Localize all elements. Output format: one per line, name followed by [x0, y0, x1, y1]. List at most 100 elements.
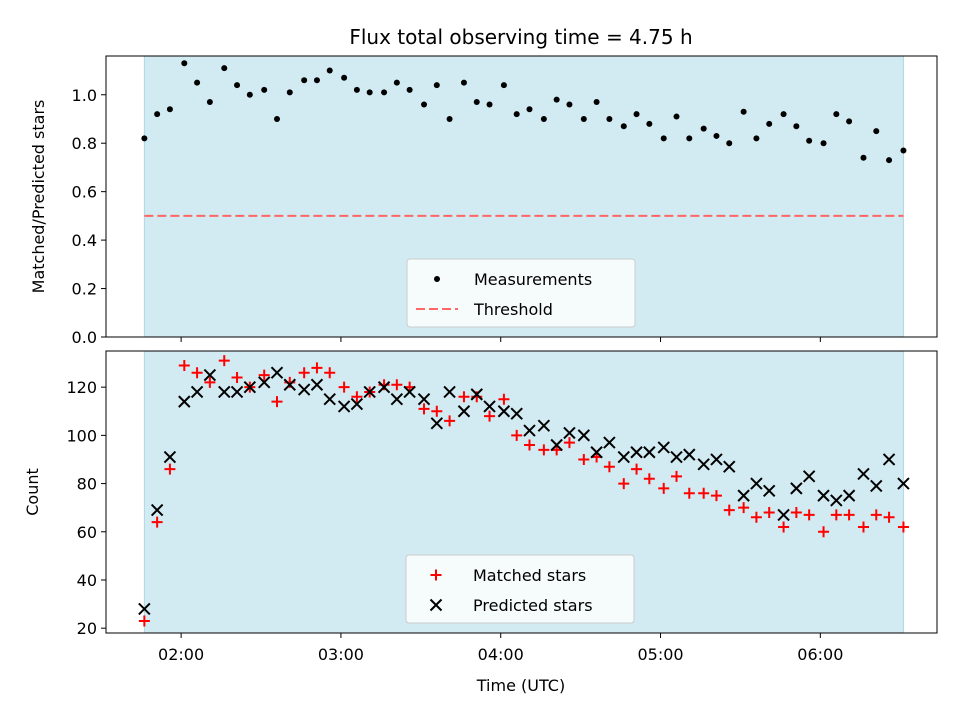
predicted-stars-point [337, 400, 351, 413]
measurements-point [606, 115, 613, 122]
predicted-stars-point [737, 489, 750, 502]
measurements-point [486, 101, 493, 108]
measurements-point [166, 106, 173, 113]
matched-stars-point [671, 470, 683, 482]
measurements-point [886, 157, 893, 164]
legend-matched-marker [430, 569, 442, 581]
matched-stars-point [778, 521, 790, 533]
matched-stars-point [738, 502, 750, 514]
predicted-stars-point [283, 378, 296, 391]
measurements-point [553, 96, 560, 103]
y-axis-label: Count [23, 468, 42, 516]
measurements-point [273, 115, 280, 122]
legend-label: Matched stars [473, 566, 586, 585]
predicted-stars-point [817, 489, 830, 502]
predicted-stars-point [218, 385, 231, 399]
matched-stars-point [698, 487, 710, 499]
measurements-point [713, 132, 720, 139]
predicted-stars-point [297, 383, 311, 396]
predicted-stars-point [670, 450, 683, 464]
measurements-point [500, 82, 507, 89]
predicted-stars-point [203, 368, 217, 382]
predicted-stars-point [550, 438, 563, 452]
top-panel: 0.0 0.2 0.4 0.6 0.8 1.0 Matched/Predicted star… [29, 55, 938, 347]
predicted-stars-point [457, 405, 471, 418]
matched-stars-point [191, 367, 203, 379]
matched-stars-point [523, 439, 535, 451]
predicted-stars-point [310, 378, 324, 391]
predicted-stars-point [762, 484, 776, 498]
matched-stars-point [231, 372, 243, 384]
legend-label: Threshold [473, 300, 553, 319]
matched-stars-point [498, 393, 510, 405]
predicted-stars-point [577, 429, 591, 442]
measurements-point [700, 125, 707, 132]
predicted-stars-point [483, 400, 496, 413]
measurements-point [154, 111, 161, 118]
predicted-stars-point [178, 395, 191, 408]
legend: Measurements Threshold [406, 258, 636, 328]
matched-stars-point [578, 453, 590, 465]
measurements-point [593, 99, 600, 106]
matched-stars-point [271, 396, 283, 408]
predicted-stars-point [163, 450, 177, 464]
predicted-stars-point [857, 467, 870, 481]
measurements-point [780, 111, 787, 118]
predicted-stars-point [403, 385, 416, 399]
x-tick-label: 02:00 [158, 645, 204, 664]
predicted-stars-point [377, 380, 391, 394]
y-tick-label: 80 [77, 475, 97, 494]
measurements-point [194, 79, 201, 86]
predicted-stars-point [138, 602, 151, 616]
measurements-point [181, 60, 188, 67]
matched-stars-point [883, 511, 895, 523]
measurements-point [206, 99, 213, 106]
predicted-stars-point [497, 405, 511, 418]
measurements-point [873, 128, 880, 135]
predicted-stars-point [430, 417, 444, 430]
predicted-stars-point [777, 508, 790, 522]
matched-stars-point [351, 391, 363, 403]
matched-stars-point [258, 369, 270, 381]
x-axis-label: Time (UTC) [476, 676, 565, 695]
predicted-stars-point [643, 446, 656, 459]
measurements-point [341, 74, 348, 81]
matched-stars-point [658, 482, 670, 494]
measurements-point [820, 140, 827, 147]
measurements-point [900, 147, 907, 154]
predicted-stars-point [683, 448, 696, 461]
measurements-point [446, 115, 453, 122]
predicted-stars-point [443, 385, 456, 399]
measurements-point [673, 113, 680, 120]
matched-stars-point [431, 405, 443, 417]
measurements-point [326, 67, 333, 74]
matched-stars-point [338, 381, 350, 393]
measurements-point [460, 79, 467, 86]
predicted-stars-point [723, 460, 736, 473]
measurements-point [846, 118, 853, 125]
matched-stars-point [178, 359, 190, 371]
x-tick-label: 04:00 [478, 645, 524, 664]
matched-stars-point [204, 376, 216, 388]
predicted-stars-point [802, 470, 816, 483]
y-tick-label: 20 [77, 619, 97, 638]
matched-stars-point [830, 509, 842, 521]
matched-stars-point [298, 367, 310, 379]
legend-measurements-marker [434, 276, 440, 282]
measurements-point [381, 89, 388, 96]
matched-stars-point [790, 506, 802, 518]
predicted-stars-point [243, 380, 257, 394]
measurements-point [566, 101, 573, 108]
measurements-point [660, 135, 667, 142]
measurements-point [406, 86, 413, 93]
y-tick-label: 1.0 [72, 86, 97, 105]
predicted-stars-point [363, 385, 376, 399]
y-tick-label: 0.4 [72, 231, 97, 250]
measurements-point [766, 120, 773, 127]
predicted-stars-point [603, 436, 616, 449]
measurements-point [366, 89, 373, 96]
measurements-point [513, 111, 520, 118]
measurements-point [646, 120, 653, 127]
predicted-stars-point [617, 450, 630, 464]
